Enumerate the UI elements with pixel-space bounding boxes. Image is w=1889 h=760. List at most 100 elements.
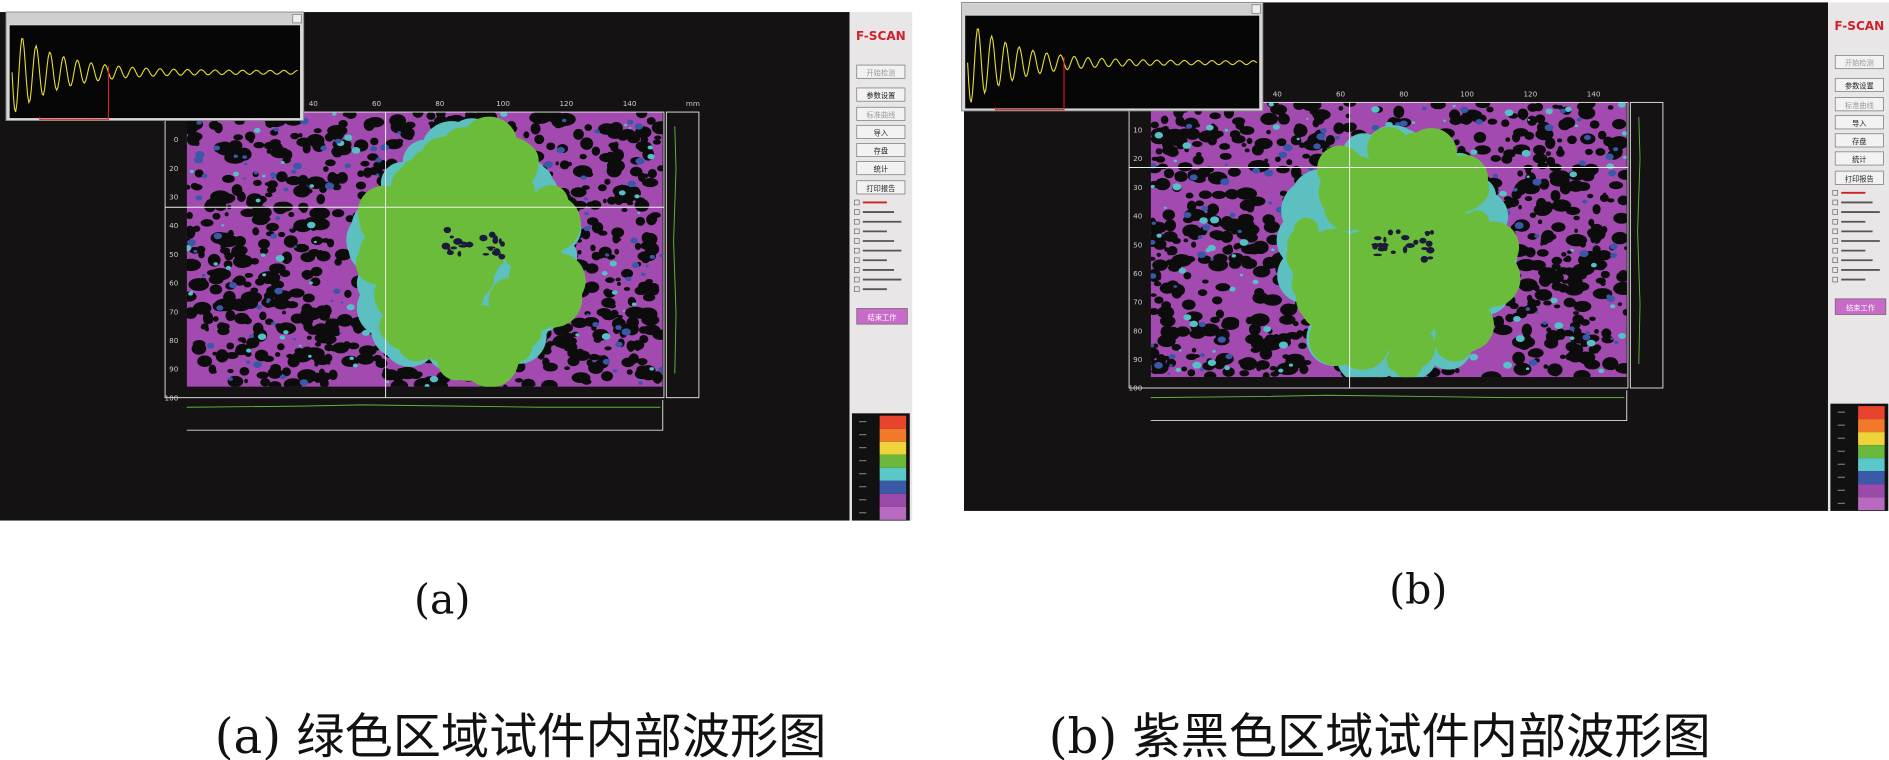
noise-dark <box>1607 198 1615 203</box>
noise-dark <box>652 139 661 145</box>
noise-blue <box>1268 102 1274 107</box>
noise-dark <box>1572 183 1583 191</box>
noise-dark <box>319 378 329 387</box>
y-tick-label: 50 <box>169 250 179 259</box>
blob-green <box>1382 247 1433 297</box>
blob-hole <box>450 246 458 250</box>
noise-blue <box>243 162 248 166</box>
noise-dark <box>1536 197 1547 210</box>
noise-dark <box>1150 133 1167 145</box>
stop-button[interactable] <box>1834 298 1887 315</box>
toolbar-button[interactable] <box>856 87 906 102</box>
toolbar-button-label: 开始检测 <box>866 68 895 77</box>
noise-dark <box>1612 118 1627 130</box>
noise-blue <box>1422 106 1427 111</box>
noise-blue <box>225 265 232 270</box>
noise-blue <box>602 358 611 365</box>
noise-dark <box>191 342 207 355</box>
noise-blue <box>1610 304 1616 309</box>
panel-label: (b) <box>1389 566 1447 614</box>
toolbar-button[interactable] <box>1834 133 1884 148</box>
toolbar-button[interactable] <box>856 143 906 158</box>
noise-blue <box>1492 173 1499 178</box>
toolbar-button[interactable] <box>1834 77 1884 92</box>
noise-blue <box>213 145 220 151</box>
blob-hole <box>491 249 501 256</box>
noise-dark <box>281 251 293 264</box>
noise-dark <box>1270 104 1288 115</box>
noise-dark <box>310 277 321 287</box>
noise-blue <box>274 287 283 295</box>
toolbar-button[interactable] <box>856 64 906 79</box>
noise-dark <box>1498 146 1504 153</box>
window-close[interactable] <box>1251 4 1261 14</box>
option-row <box>1832 276 1838 283</box>
toolbar-button[interactable] <box>1834 170 1884 185</box>
noise-dark <box>1607 105 1614 110</box>
noise-dark <box>1602 192 1607 197</box>
noise-dark <box>637 358 648 366</box>
noise-dark <box>1538 178 1550 190</box>
noise-dark <box>260 378 271 387</box>
scan-frame <box>164 111 665 399</box>
noise-dark <box>1615 363 1627 374</box>
noise-blue <box>1320 128 1327 134</box>
noise-dark <box>1166 358 1177 368</box>
noise-dark <box>1266 129 1271 135</box>
noise-blue <box>609 260 617 267</box>
noise-dark <box>192 301 212 315</box>
option-row <box>1832 267 1838 273</box>
noise-dark <box>334 248 352 261</box>
noise-blue <box>233 154 238 158</box>
noise-blue <box>1593 242 1596 245</box>
toolbar-button[interactable] <box>1834 115 1884 130</box>
noise-dark <box>1534 114 1546 124</box>
noise-blue <box>594 129 600 134</box>
toolbar-button[interactable] <box>1834 55 1884 70</box>
noise-blue <box>1452 104 1456 108</box>
toolbar-button[interactable] <box>1834 97 1884 112</box>
toolbar-button[interactable] <box>856 161 906 176</box>
noise-dark <box>293 184 311 198</box>
noise-blue <box>279 335 286 340</box>
toolbar-button[interactable] <box>856 180 906 195</box>
noise-blue <box>1574 124 1579 128</box>
noise-blue <box>1229 286 1236 292</box>
blob-hole <box>1420 255 1428 263</box>
blob-hole <box>1405 243 1415 249</box>
noise-dark <box>1151 156 1159 161</box>
noise-dark <box>1228 252 1244 264</box>
colorbar-swatch <box>879 441 907 455</box>
noise-dark <box>637 172 646 182</box>
colorbar-swatch <box>879 467 907 481</box>
toolbar-button[interactable] <box>856 124 906 139</box>
stop-button-label: 结束工作 <box>1846 303 1875 312</box>
noise-dark <box>1215 283 1231 292</box>
noise-dark <box>186 211 193 220</box>
x-tick-label: 60 <box>1336 89 1346 98</box>
toolbar-button[interactable] <box>1834 151 1884 166</box>
side-profile-frame <box>665 111 700 399</box>
noise-dark <box>268 381 282 387</box>
stop-button[interactable] <box>856 308 908 325</box>
noise-dark <box>1264 158 1269 163</box>
noise-blue <box>1610 252 1618 259</box>
noise-dark <box>1219 143 1231 150</box>
colorbar-swatch <box>879 454 907 468</box>
noise-blue <box>228 282 237 289</box>
noise-dark <box>192 225 201 232</box>
toolbar-button[interactable] <box>856 106 906 121</box>
noise-dark <box>621 268 634 278</box>
y-tick-label: 40 <box>1133 212 1143 221</box>
window-close[interactable] <box>292 14 302 24</box>
noise-dark <box>1549 170 1570 183</box>
noise-dark <box>1303 139 1324 151</box>
noise-blue <box>561 118 567 123</box>
noise-dark <box>1533 144 1546 155</box>
noise-dark <box>1159 282 1176 294</box>
noise-dark <box>617 132 629 141</box>
noise-dark <box>1237 223 1260 237</box>
blob-hole <box>1373 236 1382 241</box>
